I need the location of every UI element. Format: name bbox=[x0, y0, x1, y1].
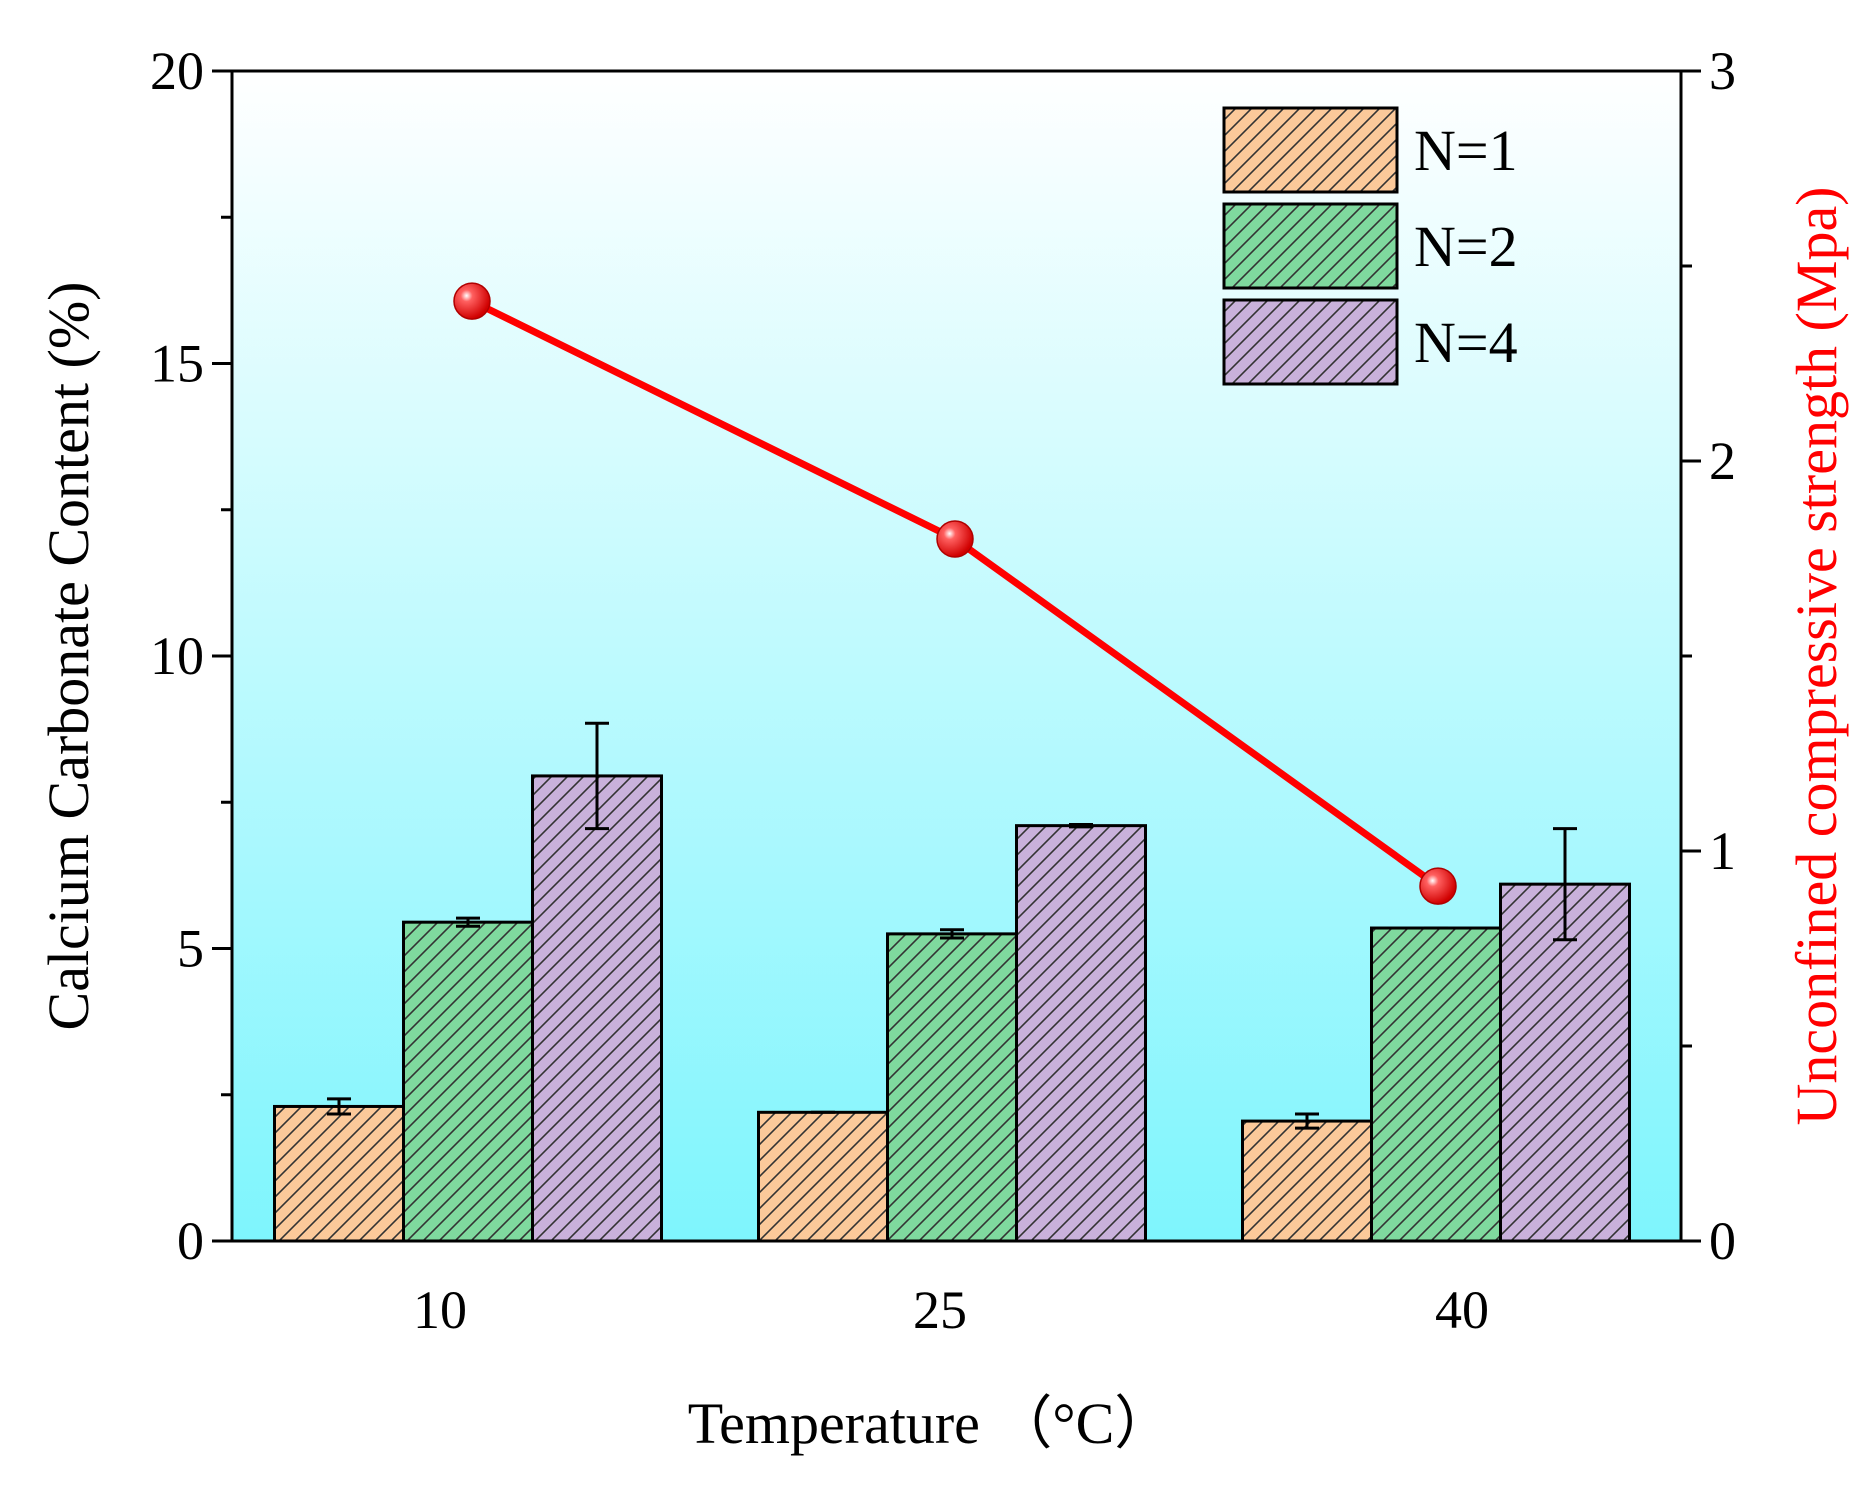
legend-item-N2: N=2 bbox=[1222, 202, 1518, 290]
error-bar-N1-40 bbox=[1295, 1112, 1319, 1130]
y-left-tick-label: 20 bbox=[150, 41, 204, 101]
y-axis-left-title: Calcium Carbonate Content (%) bbox=[36, 282, 101, 1031]
ticks-layer: 0 5 10 15 20 0 1 2 3 10 25 40 bbox=[150, 41, 1736, 1340]
strength-point-25 bbox=[936, 520, 974, 558]
y-right-tick-label: 2 bbox=[1709, 431, 1736, 491]
legend-label: N=4 bbox=[1414, 310, 1518, 375]
bar-N2-25 bbox=[886, 932, 1018, 1243]
bar-N2-10 bbox=[402, 920, 534, 1243]
bar-N4-10 bbox=[531, 774, 663, 1243]
bar-N4-40 bbox=[1499, 882, 1631, 1243]
strength-point-10 bbox=[453, 282, 491, 320]
error-bar-N4-10 bbox=[585, 721, 609, 831]
y-left-tick-label: 15 bbox=[150, 334, 204, 394]
bars-layer bbox=[273, 774, 1631, 1243]
strength-line-layer bbox=[453, 282, 1457, 905]
y-left-tick-label: 0 bbox=[177, 1211, 204, 1271]
legend-label: N=2 bbox=[1414, 214, 1518, 279]
error-bars-layer bbox=[327, 721, 1577, 1130]
error-bar-N4-25 bbox=[1069, 822, 1093, 829]
bar-N1-25 bbox=[757, 1110, 889, 1243]
legend-label: N=1 bbox=[1414, 118, 1518, 183]
x-axis-title: Temperature （°C） bbox=[688, 1391, 1173, 1456]
y-left-tick-label: 10 bbox=[150, 626, 204, 686]
error-bar-N2-10 bbox=[456, 916, 480, 928]
error-bar-N2-25 bbox=[940, 928, 964, 940]
legend-item-N4: N=4 bbox=[1222, 298, 1518, 386]
legend-item-N1: N=1 bbox=[1222, 106, 1518, 194]
bar-N4-25 bbox=[1015, 824, 1147, 1243]
error-bar-N1-10 bbox=[327, 1097, 351, 1116]
error-bar-N4-40 bbox=[1553, 827, 1577, 942]
bar-N1-10 bbox=[273, 1104, 405, 1243]
y-right-tick-label: 1 bbox=[1709, 821, 1736, 881]
y-right-tick-label: 0 bbox=[1709, 1211, 1736, 1271]
bar-N2-40 bbox=[1370, 926, 1502, 1243]
y-axis-right-title: Unconfined compressive strength (Mpa) bbox=[1784, 186, 1849, 1125]
x-tick-label: 10 bbox=[413, 1280, 467, 1340]
legend: N=1 N=2 N=4 bbox=[1222, 106, 1518, 386]
bar-N1-40 bbox=[1241, 1119, 1373, 1243]
x-tick-label: 25 bbox=[913, 1280, 967, 1340]
y-left-tick-label: 5 bbox=[177, 919, 204, 979]
strength-point-40 bbox=[1419, 867, 1457, 905]
y-right-tick-label: 3 bbox=[1709, 41, 1736, 101]
x-tick-label: 40 bbox=[1435, 1280, 1489, 1340]
